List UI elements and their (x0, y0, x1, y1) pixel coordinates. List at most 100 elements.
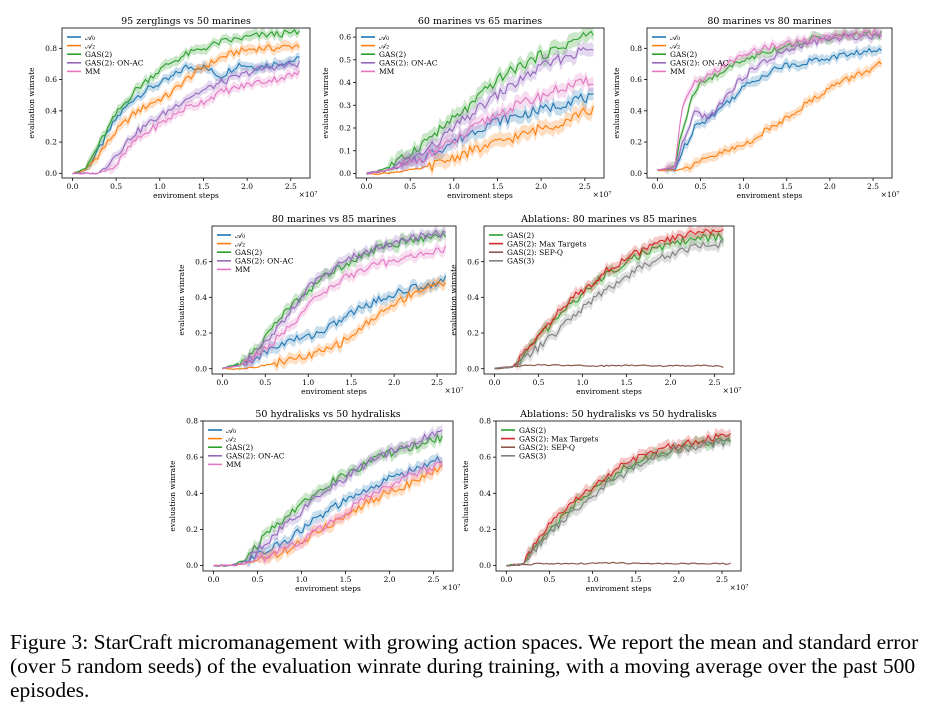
y-tick-label: 0.8 (45, 44, 57, 53)
x-tick-label: 1.0 (738, 182, 750, 191)
legend-entry: GAS(3) (519, 452, 546, 461)
chart-5: Ablations: 80 marines vs 85 marines 0.0 0.… (449, 214, 741, 396)
legend-entry: GAS(2) (226, 443, 253, 452)
x-axis-label: enviroment steps (737, 191, 803, 200)
x-tick-label: 1.0 (302, 378, 314, 387)
x-axis-label: enviroment steps (447, 191, 513, 200)
x-axis-label: enviroment steps (153, 191, 219, 200)
x-axis-label: enviroment steps (301, 387, 367, 396)
axes-frame (202, 420, 454, 572)
x-multiplier: ×10⁷ (881, 190, 900, 199)
y-tick-label: 0.6 (467, 257, 479, 266)
chart-1: 95 zerglings vs 50 marines 0.0 0.5 1.0 1.5 2.… (27, 16, 317, 200)
legend-entry: GAS(2): Max Targets (519, 434, 599, 443)
x-multiplier: ×10⁷ (593, 190, 612, 199)
y-tick-label: 0.6 (479, 453, 491, 462)
series-line (72, 28, 300, 175)
series-band (366, 40, 594, 174)
chart-title: Ablations: 80 marines vs 85 marines (520, 214, 697, 225)
x-axis-label: enviroment steps (576, 387, 642, 396)
legend-entry: GAS(2) (379, 50, 406, 59)
y-tick-label: 0.0 (45, 169, 57, 178)
chart-title: 95 zerglings vs 50 marines (121, 16, 251, 27)
chart-4: 80 marines vs 85 marines 0.0 0.5 1.0 1.5 2.0 2… (177, 214, 463, 396)
chart-title: 50 hydralisks vs 50 hydralisks (255, 409, 400, 420)
y-tick-label: 0.6 (339, 33, 351, 42)
legend-entry: 𝒜₂ (226, 434, 236, 443)
legend-entry: GAS(2): ON-AC (670, 59, 729, 68)
y-tick-label: 0.0 (479, 561, 491, 570)
series-line (657, 61, 882, 172)
legend-entry: MM (670, 67, 686, 76)
series-band (72, 39, 300, 175)
series-band (366, 86, 594, 176)
legend-entry: GAS(2) (507, 231, 534, 240)
y-axis-label: evaluation winrate (449, 264, 458, 336)
x-tick-label: 1.5 (621, 378, 633, 387)
x-tick-label: 1.5 (781, 182, 793, 191)
legend-entry: GAS(2): Max Targets (507, 239, 587, 248)
y-tick-label: 0.0 (195, 364, 207, 373)
y-tick-label: 0.6 (45, 75, 57, 84)
y-tick-label: 0.2 (195, 329, 207, 338)
y-tick-label: 0.4 (630, 106, 642, 115)
legend-entry: GAS(2): ON-AC (379, 59, 438, 68)
series-line (494, 363, 724, 370)
series-line (222, 229, 446, 370)
series-band (222, 270, 446, 370)
x-tick-label: 2.5 (716, 575, 728, 584)
legend-entry: MM (235, 265, 251, 274)
y-tick-label: 0.6 (186, 453, 198, 462)
x-tick-label: 0.0 (216, 378, 228, 387)
y-tick-label: 0.4 (339, 78, 351, 87)
x-tick-label: 2.5 (428, 575, 440, 584)
legend-entry: GAS(2) (670, 50, 697, 59)
y-tick-label: 0.8 (630, 44, 642, 53)
x-tick-label: 0.5 (252, 575, 264, 584)
x-tick-label: 0.5 (404, 182, 416, 191)
plot-area (506, 427, 732, 567)
plot-area (222, 226, 447, 373)
y-tick-label: 0.4 (186, 489, 198, 498)
x-tick-label: 2.5 (709, 378, 721, 387)
x-tick-label: 0.5 (533, 378, 545, 387)
y-tick-label: 0.2 (186, 525, 198, 534)
x-tick-label: 2.5 (285, 182, 297, 191)
x-tick-label: 1.5 (491, 182, 503, 191)
series-line (657, 28, 882, 171)
y-tick-label: 0.0 (630, 169, 642, 178)
y-axis-label: evaluation winrate (461, 460, 470, 532)
x-tick-label: 1.0 (154, 182, 166, 191)
legend-entry: 𝒜₂ (379, 41, 389, 50)
x-tick-label: 0.5 (695, 182, 707, 191)
y-axis-label: evaluation winrate (177, 264, 186, 336)
legend-entry: GAS(2) (85, 50, 112, 59)
chart-3: 80 marines vs 80 marines 0.0 0.5 1.0 1.5 2.0 2… (612, 16, 899, 200)
x-tick-label: 0.5 (110, 182, 122, 191)
x-axis-label: enviroment steps (586, 584, 652, 593)
legend-entry: GAS(3) (507, 257, 534, 266)
series-line (657, 47, 882, 172)
x-tick-label: 0.0 (651, 182, 663, 191)
series-band (366, 28, 594, 175)
x-tick-label: 0.0 (361, 182, 373, 191)
x-tick-label: 1.0 (448, 182, 460, 191)
legend-entry: MM (226, 460, 242, 469)
x-tick-label: 1.0 (587, 575, 599, 584)
series-line (213, 465, 443, 567)
chart-2: 60 marines vs 65 marines 0.0 0.5 1.0 1.5 2.0 2… (321, 16, 611, 200)
figure: 95 zerglings vs 50 marines 0.0 0.5 1.0 1.5 2.… (27, 16, 899, 593)
legend-entry: GAS(2) (235, 248, 262, 257)
series-line (657, 33, 882, 171)
series-line (213, 429, 443, 567)
series-line (72, 56, 300, 175)
series-line (366, 30, 594, 174)
y-tick-label: 0.2 (45, 138, 57, 147)
legend-entry: 𝒜₂ (670, 41, 680, 50)
y-tick-label: 0.4 (467, 293, 479, 302)
chart-title: 80 marines vs 85 marines (272, 214, 396, 225)
x-tick-label: 0.0 (489, 378, 501, 387)
y-axis-label: evaluation winrate (321, 67, 330, 139)
legend-entry: 𝒜₀ (670, 33, 680, 42)
